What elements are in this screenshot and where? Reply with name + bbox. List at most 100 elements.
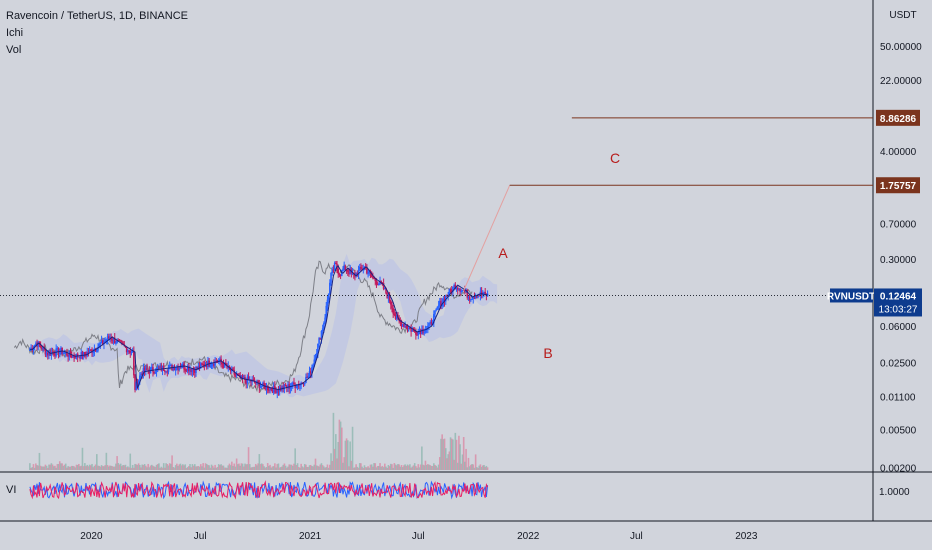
candle-body bbox=[52, 352, 55, 355]
volume-bar bbox=[441, 434, 443, 470]
indicator-ichimoku-label[interactable]: Ichi bbox=[6, 27, 24, 39]
time-tick-label: Jul bbox=[412, 531, 425, 542]
volume-bar bbox=[262, 464, 264, 470]
candle-body bbox=[57, 348, 60, 355]
candle-body bbox=[240, 375, 243, 379]
volume-bar bbox=[320, 463, 323, 470]
volume-bar bbox=[147, 463, 149, 470]
volume-bar bbox=[384, 463, 386, 470]
candle-body bbox=[436, 306, 439, 309]
candle-body bbox=[185, 369, 188, 372]
candle-body bbox=[345, 269, 348, 271]
volume-bar bbox=[31, 467, 34, 470]
candle-body bbox=[133, 350, 135, 376]
candle-body bbox=[216, 361, 219, 363]
volume-bar bbox=[235, 458, 238, 470]
volume-bar bbox=[179, 463, 182, 470]
candle-body bbox=[289, 387, 292, 389]
wave-label-c[interactable]: C bbox=[610, 150, 620, 166]
candle-body bbox=[178, 367, 181, 370]
candle-body bbox=[294, 384, 296, 389]
volume-bar bbox=[379, 463, 381, 470]
candle-body bbox=[470, 299, 472, 301]
candle-body bbox=[453, 284, 455, 287]
volume-bar bbox=[479, 464, 482, 470]
volume-bar bbox=[335, 434, 337, 470]
candle-body bbox=[276, 390, 279, 394]
volume-bar bbox=[395, 465, 398, 470]
vortex-indicator-lines bbox=[29, 480, 489, 500]
candle-body bbox=[117, 340, 120, 342]
wave-label-a[interactable]: A bbox=[498, 245, 508, 261]
candle-body bbox=[473, 297, 476, 299]
candle-body bbox=[105, 340, 108, 342]
volume-bar bbox=[158, 463, 160, 470]
volume-bar bbox=[210, 464, 213, 470]
candle-body bbox=[330, 272, 332, 283]
volume-bar bbox=[245, 464, 247, 470]
volume-bar bbox=[263, 466, 265, 470]
volume-bar bbox=[238, 463, 240, 470]
candle-body bbox=[130, 352, 133, 354]
volume-bar bbox=[107, 466, 110, 470]
volume-bar bbox=[149, 465, 152, 470]
volume-bar bbox=[150, 464, 153, 470]
volume-bar bbox=[248, 464, 251, 470]
volume-bar bbox=[165, 463, 167, 470]
volume-bar bbox=[372, 466, 374, 470]
candle-body bbox=[79, 356, 81, 359]
candle-body bbox=[291, 382, 294, 387]
volume-bar bbox=[324, 467, 326, 470]
candle-body bbox=[29, 349, 31, 351]
volume-bar bbox=[355, 464, 357, 470]
volume-bar bbox=[482, 465, 484, 470]
wave-label-b[interactable]: B bbox=[543, 345, 552, 361]
candle-body bbox=[140, 373, 142, 376]
volume-bar bbox=[422, 464, 424, 470]
volume-bar bbox=[220, 464, 222, 470]
candle-body bbox=[245, 380, 247, 384]
volume-bar bbox=[239, 465, 242, 470]
indicator-volume-label[interactable]: Vol bbox=[6, 44, 22, 56]
candle-body bbox=[471, 298, 473, 300]
candle-body bbox=[411, 329, 414, 332]
volume-bar bbox=[415, 466, 417, 470]
candle-body bbox=[306, 376, 308, 378]
candle-body bbox=[401, 324, 404, 327]
volume-bar bbox=[50, 463, 53, 470]
volume-bar bbox=[203, 467, 206, 470]
volume-bar bbox=[216, 466, 219, 470]
volume-bar bbox=[85, 466, 87, 470]
volume-bar bbox=[167, 465, 170, 470]
volume-bar bbox=[79, 466, 81, 470]
vortex-indicator-label[interactable]: VI bbox=[6, 484, 17, 496]
candle-body bbox=[421, 329, 423, 335]
price-tick-label: 4.00000 bbox=[880, 147, 917, 158]
candle-body bbox=[483, 291, 485, 295]
volume-bar bbox=[409, 464, 411, 470]
candle-body bbox=[320, 330, 323, 340]
candle-body bbox=[193, 370, 196, 373]
volume-bar bbox=[450, 438, 453, 470]
volume-bar bbox=[295, 464, 298, 470]
volume-bar bbox=[309, 464, 312, 470]
candle-body bbox=[416, 334, 418, 336]
volume-bar bbox=[152, 465, 154, 470]
candle-body bbox=[435, 308, 438, 311]
volume-bar bbox=[300, 463, 302, 470]
volume-bar bbox=[111, 466, 114, 470]
time-axis-ticks: 2020 Jul 2021 Jul 2022 Jul 2023 bbox=[80, 531, 758, 542]
volume-bar bbox=[199, 464, 202, 470]
volume-bar bbox=[221, 465, 224, 470]
volume-bar bbox=[225, 467, 227, 470]
volume-bar bbox=[443, 438, 446, 470]
candle-body bbox=[67, 355, 69, 357]
candle-body bbox=[247, 376, 250, 380]
candle-body bbox=[96, 350, 98, 352]
volume-bar bbox=[274, 463, 276, 470]
candle-body bbox=[202, 364, 204, 366]
candle-countdown: 13:03:27 bbox=[879, 304, 918, 315]
candle-body bbox=[111, 339, 114, 341]
candle-body bbox=[282, 386, 285, 390]
